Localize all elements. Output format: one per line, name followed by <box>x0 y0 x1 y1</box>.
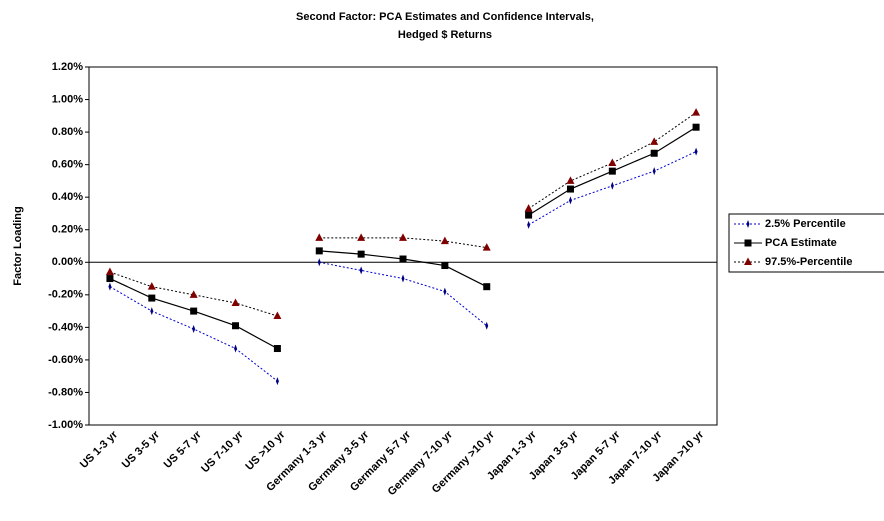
plot-frame <box>88 66 718 426</box>
marker <box>525 211 533 219</box>
marker <box>443 287 447 296</box>
marker <box>441 262 449 270</box>
legend-label: 97.5%-Percentile <box>765 256 852 268</box>
series-line <box>319 261 488 327</box>
marker <box>692 108 701 116</box>
marker <box>317 258 321 267</box>
marker <box>608 158 617 167</box>
y-tick-label: 0.40% <box>52 191 83 203</box>
marker <box>150 307 154 316</box>
marker <box>232 322 240 330</box>
y-tick-label: 0.60% <box>52 159 83 171</box>
marker <box>108 282 112 291</box>
y-tick-label: -0.60% <box>48 354 83 366</box>
marker <box>524 204 533 212</box>
marker <box>234 344 238 353</box>
legend-label: 2.5% Percentile <box>765 218 846 230</box>
y-tick-label: 1.00% <box>52 93 83 105</box>
marker <box>483 283 491 291</box>
marker <box>359 266 363 275</box>
y-tick-label: 1.20% <box>52 61 83 73</box>
marker <box>357 250 365 258</box>
marker <box>650 137 659 145</box>
marker <box>189 290 198 298</box>
marker <box>608 167 616 175</box>
marker <box>315 247 323 255</box>
marker <box>401 274 405 283</box>
legend-label: PCA Estimate <box>765 237 837 249</box>
y-tick-label: 0.20% <box>52 224 83 236</box>
chart-title: Hedged $ Returns <box>398 29 492 41</box>
marker <box>482 243 491 251</box>
chart-title: Second Factor: PCA Estimates and Confide… <box>296 11 594 23</box>
series-line <box>109 286 278 382</box>
marker <box>399 255 407 263</box>
y-tick-label: 0.00% <box>52 256 83 268</box>
marker <box>485 321 489 330</box>
marker <box>275 377 279 386</box>
y-tick-label: 0.80% <box>52 126 83 138</box>
x-tick-label: US 1-3 yr <box>78 428 121 471</box>
marker <box>357 233 366 241</box>
marker <box>105 267 114 276</box>
marker <box>566 176 575 184</box>
y-tick-label: -0.40% <box>48 321 83 333</box>
marker <box>650 149 658 157</box>
marker <box>566 185 574 193</box>
marker <box>568 196 572 205</box>
marker <box>190 307 198 315</box>
marker <box>399 233 407 241</box>
legend-marker <box>744 239 752 247</box>
y-tick-label: -1.00% <box>48 419 83 431</box>
marker <box>652 167 656 176</box>
marker <box>273 311 282 319</box>
y-tick-label: -0.80% <box>48 386 83 398</box>
marker <box>106 275 114 283</box>
series-line <box>109 271 278 317</box>
marker <box>692 123 700 131</box>
marker <box>273 345 281 353</box>
y-axis-label: Factor Loading <box>12 206 24 285</box>
series-line <box>528 112 697 209</box>
x-tick-label: US 7-10 yr <box>199 428 246 475</box>
marker <box>694 147 698 156</box>
marker <box>231 298 240 306</box>
marker <box>147 282 156 290</box>
marker <box>315 233 324 241</box>
legend-marker <box>744 257 752 265</box>
x-tick-label: US 3-5 yr <box>120 428 163 471</box>
marker <box>192 324 196 333</box>
y-tick-label: -0.20% <box>48 289 83 301</box>
marker <box>610 181 614 190</box>
x-tick-label: US >10 yr <box>243 428 288 473</box>
x-tick-label: US 5-7 yr <box>162 428 205 471</box>
marker <box>527 220 531 229</box>
marker <box>440 236 449 245</box>
marker <box>148 294 156 302</box>
legend-marker <box>746 220 750 228</box>
